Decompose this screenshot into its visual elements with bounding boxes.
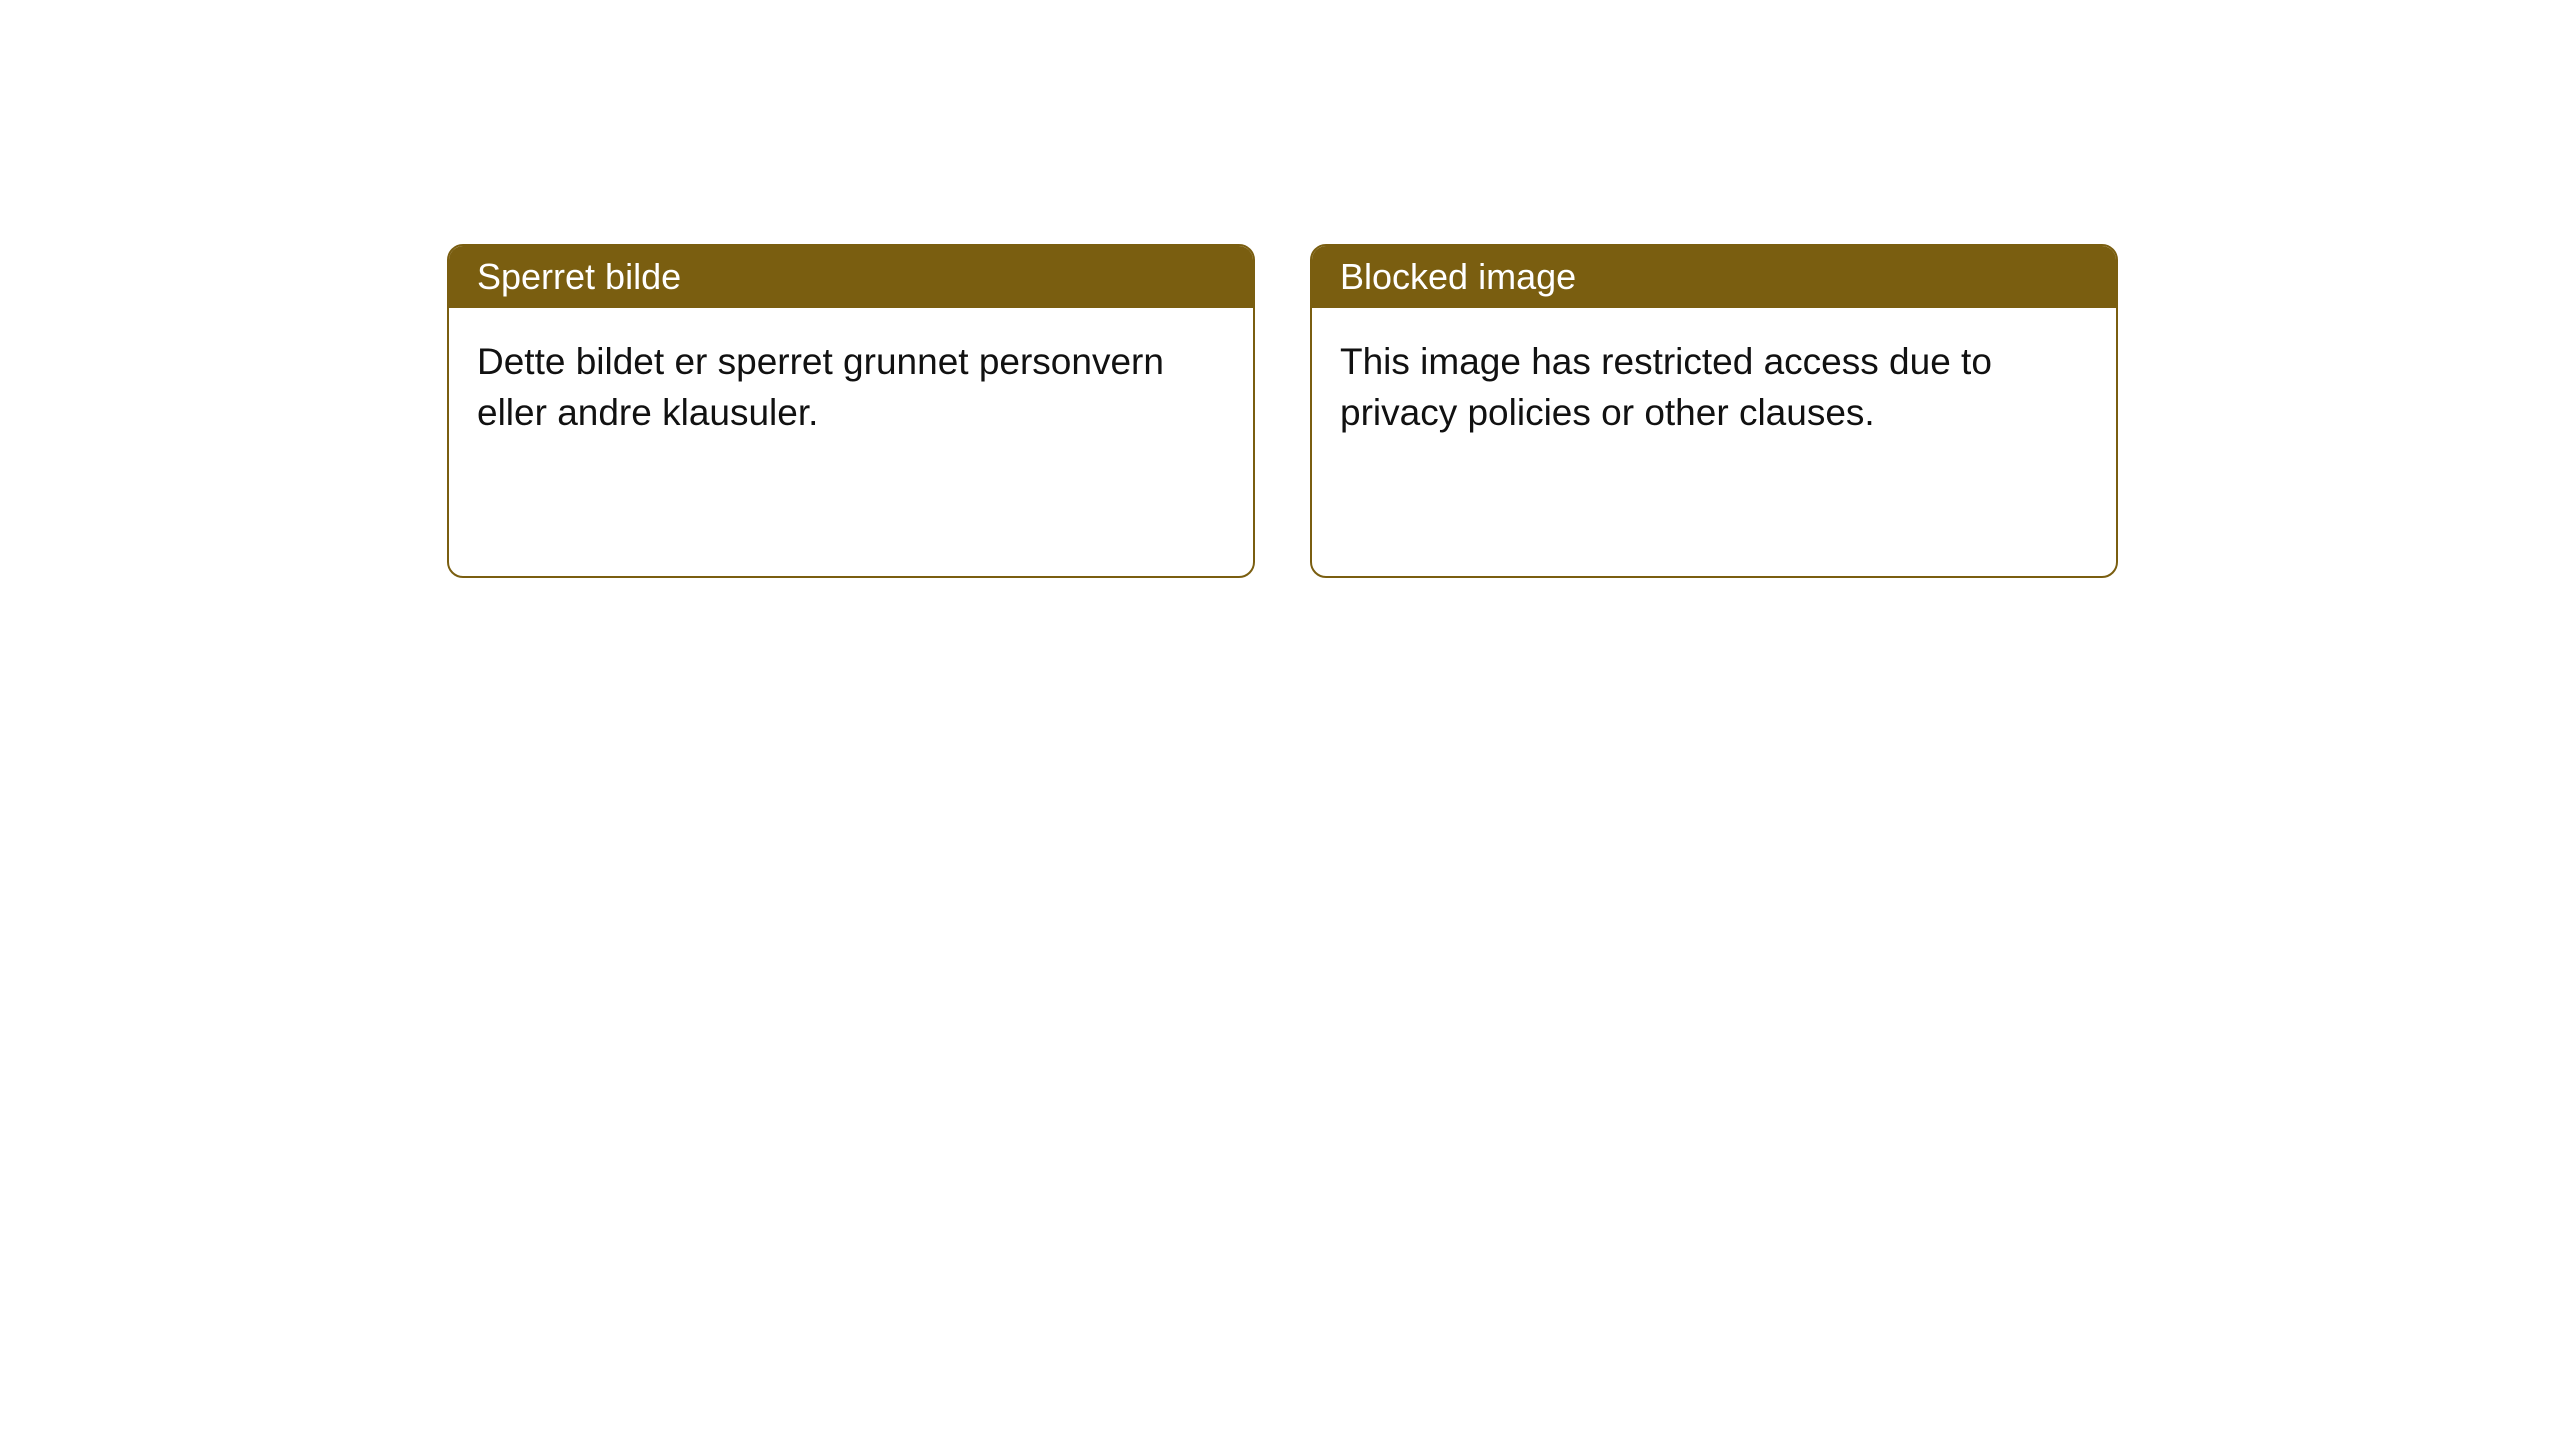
card-body-text-english: This image has restricted access due to … xyxy=(1340,341,1992,433)
card-header-english: Blocked image xyxy=(1312,246,2116,308)
card-header-norwegian: Sperret bilde xyxy=(449,246,1253,308)
cards-container: Sperret bilde Dette bildet er sperret gr… xyxy=(0,0,2560,578)
card-body-norwegian: Dette bildet er sperret grunnet personve… xyxy=(449,308,1253,466)
card-norwegian: Sperret bilde Dette bildet er sperret gr… xyxy=(447,244,1255,578)
card-english: Blocked image This image has restricted … xyxy=(1310,244,2118,578)
card-body-text-norwegian: Dette bildet er sperret grunnet personve… xyxy=(477,341,1164,433)
card-body-english: This image has restricted access due to … xyxy=(1312,308,2116,466)
card-title-norwegian: Sperret bilde xyxy=(477,256,681,297)
card-title-english: Blocked image xyxy=(1340,256,1576,297)
